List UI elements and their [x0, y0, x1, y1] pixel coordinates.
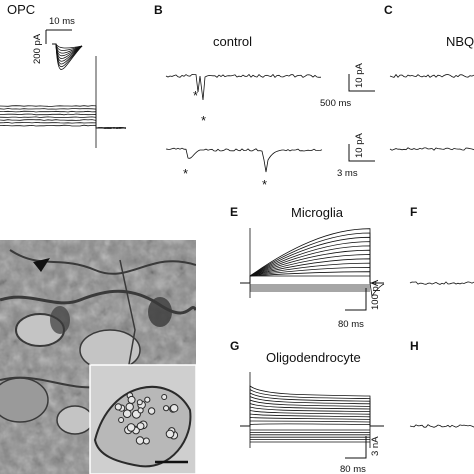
- panel-e-scale-current: 100 pA: [370, 279, 381, 310]
- panel-a-trace: [0, 119, 127, 129]
- panel-c-trace-long: [389, 73, 474, 78]
- panel-b-event-marker-1: *: [193, 88, 198, 103]
- panel-a-current-traces: [0, 105, 127, 129]
- panel-a-scale-time: 10 ms: [49, 16, 75, 27]
- synaptic-vesicle: [144, 396, 151, 403]
- panel-g-scale-bar: [345, 436, 367, 459]
- panel-c-trace-expanded: [389, 147, 474, 151]
- panel-a-inset-trace: [52, 43, 83, 70]
- panel-h-trace: [409, 424, 474, 428]
- panel-e-trace: [240, 275, 384, 284]
- panel-d-arrowhead: [33, 258, 50, 272]
- panel-b-event-marker-2: *: [201, 113, 206, 128]
- panel-b-scale-bar-1: [348, 74, 375, 92]
- panel-g: G Oligodendrocyte 3 nA 80 ms: [230, 339, 384, 474]
- panel-d-inset-vesicles: [114, 392, 179, 445]
- panel-a-inset-traces: [52, 43, 83, 70]
- panel-h: H: [409, 339, 474, 428]
- synaptic-vesicle: [142, 437, 150, 445]
- panel-e-current-traces: [240, 228, 385, 298]
- panel-b: B control * * 10 pA 500 ms * * 10 pA 3 m…: [154, 3, 375, 192]
- synaptic-vesicle: [161, 394, 168, 400]
- synaptic-vesicle: [137, 407, 144, 414]
- synaptic-vesicle: [136, 422, 145, 431]
- synaptic-vesicle: [165, 429, 175, 439]
- synaptic-vesicle: [163, 405, 170, 412]
- panel-b-trace-long: [165, 73, 322, 101]
- synaptic-vesicle: [136, 399, 143, 406]
- panel-e-title: Microglia: [291, 205, 344, 220]
- synaptic-vesicle: [135, 436, 145, 445]
- panel-g-title: Oligodendrocyte: [266, 350, 361, 365]
- panel-b-trace-expanded: [165, 147, 323, 173]
- panel-b-scale1-current: 10 pA: [354, 63, 365, 88]
- panel-b-event-marker-3: *: [183, 166, 188, 181]
- panel-a-trace: [0, 113, 127, 129]
- panel-g-current-traces: [240, 372, 384, 448]
- panel-a-title: OPC: [7, 2, 35, 17]
- panel-g-trace: [240, 420, 384, 427]
- panel-g-artifact: [249, 372, 371, 448]
- panel-b-scale-bar-2: [348, 144, 375, 162]
- panel-g-scale-current: 3 nA: [370, 436, 381, 456]
- panel-a: OPC 10 ms 200 pA: [0, 2, 127, 148]
- panel-d-inset: [89, 364, 196, 474]
- panel-a-trace: [0, 124, 127, 129]
- synaptic-vesicle: [114, 403, 122, 411]
- synaptic-vesicle: [127, 395, 136, 404]
- panel-b-scale2-current: 10 pA: [354, 133, 365, 158]
- panel-d-electron-micrograph: [0, 240, 196, 474]
- panel-b-title: control: [213, 34, 252, 49]
- panel-b-event-marker-4: *: [262, 177, 267, 192]
- panel-b-scale2-time: 3 ms: [337, 168, 358, 179]
- panel-b-scale1-time: 500 ms: [320, 98, 351, 109]
- panel-e-artifact: [249, 228, 385, 298]
- synaptic-vesicle: [170, 404, 179, 413]
- synaptic-vesicle: [122, 409, 132, 419]
- panel-a-scale-current: 200 pA: [32, 33, 43, 64]
- panel-g-label: G: [230, 339, 239, 353]
- panel-c: C NBQ: [384, 3, 474, 151]
- panel-c-title: NBQ: [446, 34, 474, 49]
- panel-e-label: E: [230, 205, 238, 219]
- panel-e: E Microglia 100 pA 80 ms: [230, 205, 385, 330]
- synaptic-vesicle: [118, 417, 125, 423]
- panel-g-scale-time: 80 ms: [340, 464, 366, 474]
- panel-f: F: [409, 205, 474, 285]
- panel-c-label: C: [384, 3, 393, 17]
- synaptic-vesicle: [125, 402, 134, 411]
- panel-g-trace: [240, 423, 384, 427]
- panel-f-trace: [409, 281, 474, 285]
- panel-a-inset-scale-bar: [45, 29, 72, 44]
- panel-e-trace: [240, 245, 384, 284]
- synaptic-vesicle: [126, 423, 136, 432]
- panel-e-scale-time: 80 ms: [338, 319, 364, 330]
- panel-e-scale-bar: [345, 288, 367, 311]
- panel-f-label: F: [410, 205, 417, 219]
- synaptic-vesicle: [147, 407, 156, 415]
- panel-h-label: H: [410, 339, 419, 353]
- panel-b-label: B: [154, 3, 163, 17]
